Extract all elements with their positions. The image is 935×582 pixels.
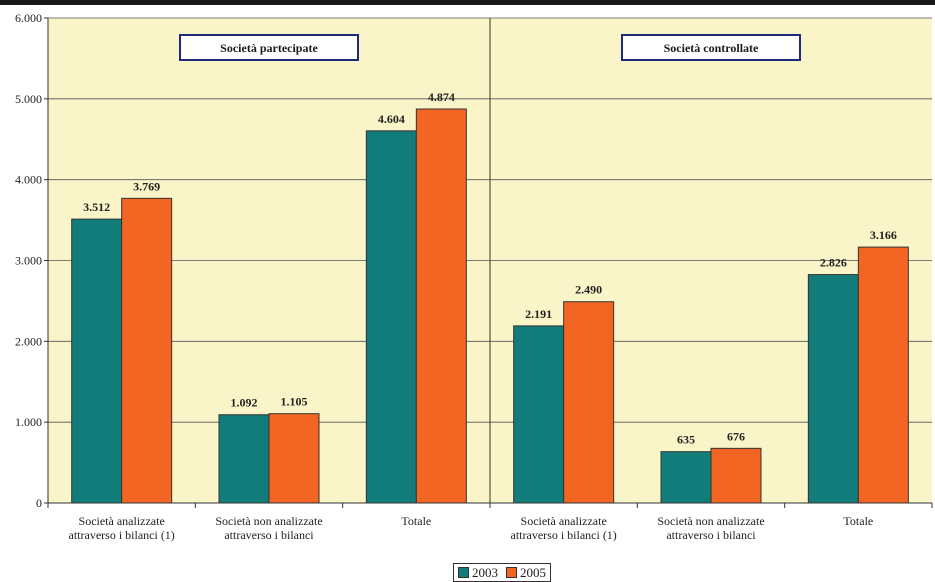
bar-2005: [121, 197, 173, 504]
legend-label-2005: 2005: [520, 564, 546, 580]
legend-swatch-2003: [458, 567, 469, 578]
data-label-2003: 3.512: [83, 200, 110, 214]
bar-2005: [857, 246, 909, 504]
y-tick-label: 0: [36, 496, 42, 510]
y-tick-label: 4.000: [15, 173, 42, 187]
bar-2005: [710, 447, 762, 504]
bar-2005: [415, 108, 467, 504]
y-tick-label: 2.000: [15, 334, 42, 348]
top-border-bar: [0, 0, 935, 5]
panel-title: Società controllate: [664, 41, 759, 55]
data-label-2003: 2.191: [525, 307, 552, 321]
legend-item-2003: 2003: [458, 565, 498, 581]
x-category-label: Totale: [401, 514, 431, 528]
data-label-2005: 676: [727, 429, 745, 443]
data-label-2003: 635: [677, 433, 695, 447]
panel-title: Società partecipate: [220, 41, 318, 55]
data-label-2005: 3.769: [133, 179, 160, 193]
x-category-label: Totale: [843, 514, 873, 528]
legend-swatch-2005: [506, 567, 517, 578]
data-label-2005: 2.490: [575, 283, 602, 297]
bar-2003: [660, 451, 712, 504]
x-category-label: Società analizzate attraverso i bilanci (…: [69, 514, 175, 542]
bar-2003: [218, 414, 270, 504]
bar-2003: [71, 218, 123, 504]
legend-item-2005: 2005: [506, 565, 546, 581]
data-label-2003: 1.092: [231, 396, 258, 410]
x-category-label: Società analizzate attraverso i bilanci (…: [511, 514, 617, 542]
bar-2003: [365, 130, 417, 504]
x-category-label: Società non analizzate attraverso i bilan…: [215, 514, 322, 542]
bar-2003: [513, 325, 565, 504]
bar-2005: [268, 413, 320, 504]
panel-title-box: [179, 34, 359, 61]
panel-title-box: [621, 34, 801, 61]
data-label-2003: 4.604: [378, 112, 405, 126]
y-tick-label: 5.000: [15, 92, 42, 106]
data-label-2005: 1.105: [281, 395, 308, 409]
bar-2005: [563, 301, 615, 504]
data-label-2005: 3.166: [870, 228, 897, 242]
y-tick-label: 6.000: [15, 11, 42, 25]
bar-chart: 0 1.000 2.000 3.000 4.000 5.000 6.000 Società p…: [15, 11, 933, 542]
data-label-2005: 4.874: [428, 90, 455, 104]
legend: 2003 2005: [453, 563, 551, 582]
y-tick-label: 3.000: [15, 254, 42, 268]
bar-2003: [807, 274, 859, 504]
data-label-2003: 2.826: [820, 256, 847, 270]
legend-label-2003: 2003: [472, 564, 498, 580]
x-category-label: Società non analizzate attraverso i bilan…: [657, 514, 764, 542]
y-tick-label: 1.000: [15, 415, 42, 429]
